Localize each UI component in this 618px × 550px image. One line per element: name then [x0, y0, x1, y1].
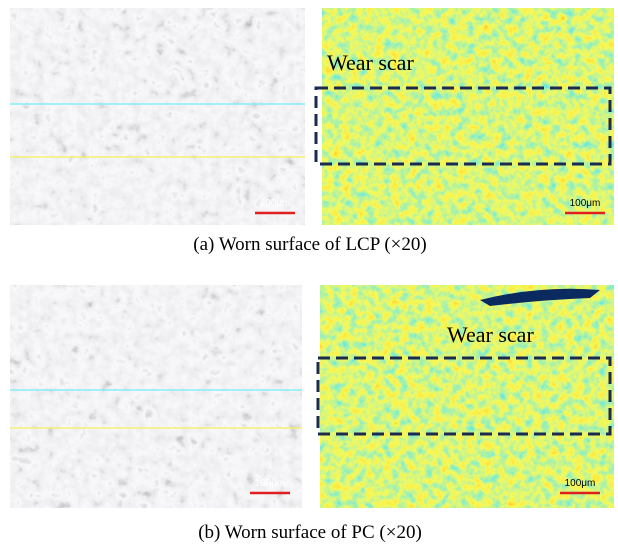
wear-box [316, 356, 612, 436]
groove [480, 288, 600, 306]
scale-label: 100μm [565, 478, 596, 489]
micrograph [10, 285, 302, 508]
caption: (b) Worn surface of PC (×20) [198, 522, 422, 543]
height-map [322, 8, 614, 225]
wear-label: Wear scar [327, 50, 414, 75]
scale-label: 100μm [260, 198, 291, 209]
scale-label: 100μm [255, 478, 286, 489]
wear-label: Wear scar [447, 322, 534, 347]
scale-label: 100μm [570, 198, 601, 209]
height-map [320, 285, 614, 508]
wear-box [314, 86, 612, 166]
micrograph [10, 8, 305, 225]
caption: (a) Worn surface of LCP (×20) [193, 234, 426, 255]
